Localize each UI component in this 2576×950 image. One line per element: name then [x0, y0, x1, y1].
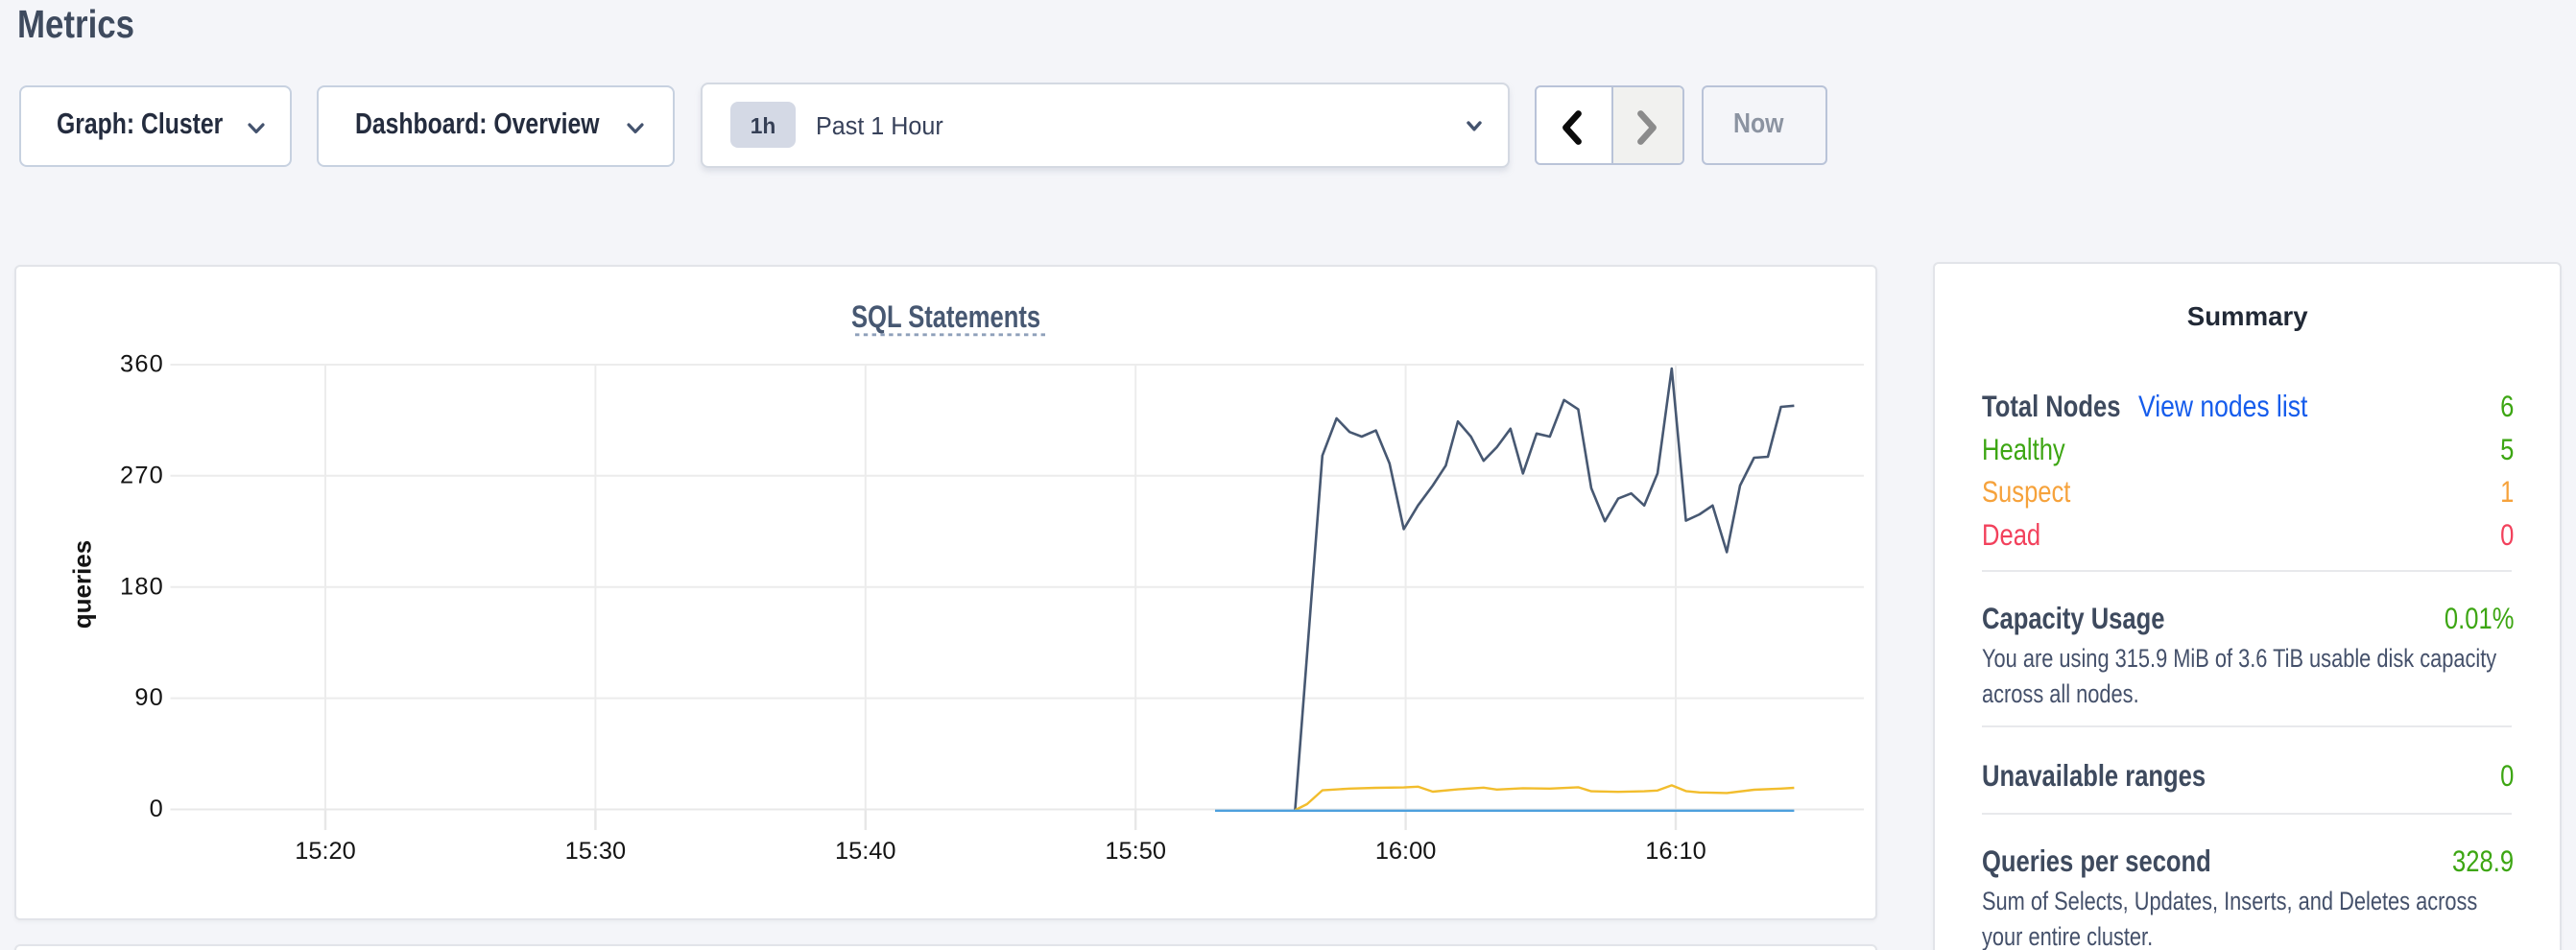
svg-text:queries: queries — [67, 540, 96, 629]
svg-text:15:40: 15:40 — [835, 838, 896, 865]
svg-text:360: 360 — [120, 351, 164, 378]
svg-text:90: 90 — [134, 684, 164, 711]
svg-text:16:10: 16:10 — [1645, 838, 1706, 865]
svg-text:15:20: 15:20 — [295, 838, 356, 865]
svg-text:180: 180 — [120, 573, 164, 600]
svg-text:0: 0 — [150, 796, 164, 822]
svg-text:270: 270 — [120, 462, 164, 488]
svg-text:16:00: 16:00 — [1375, 838, 1437, 865]
svg-text:15:50: 15:50 — [1105, 838, 1166, 865]
svg-text:15:30: 15:30 — [565, 838, 627, 865]
